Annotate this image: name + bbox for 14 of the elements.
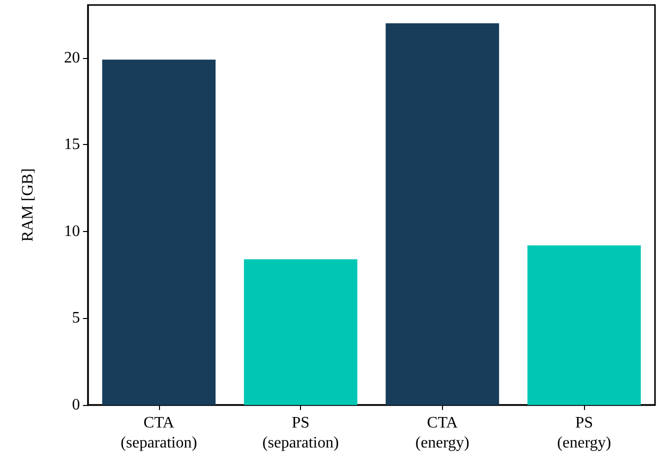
y-tick-label: 10 bbox=[64, 222, 80, 240]
y-tick-label: 15 bbox=[64, 136, 80, 154]
x-tick-label: PS (energy) bbox=[557, 414, 612, 452]
x-tick-label: CTA (separation) bbox=[120, 414, 198, 452]
bar bbox=[527, 245, 641, 405]
y-tick-label: 5 bbox=[72, 310, 80, 327]
bar bbox=[244, 259, 358, 405]
y-axis-title: RAM [GB] bbox=[20, 168, 36, 242]
bar bbox=[386, 23, 500, 405]
bar bbox=[102, 60, 216, 405]
y-tick-label: 0 bbox=[72, 396, 80, 414]
x-tick-label: PS (separation) bbox=[262, 414, 339, 452]
x-tick-label: CTA (energy) bbox=[415, 414, 470, 452]
y-tick-label: 20 bbox=[64, 49, 80, 66]
